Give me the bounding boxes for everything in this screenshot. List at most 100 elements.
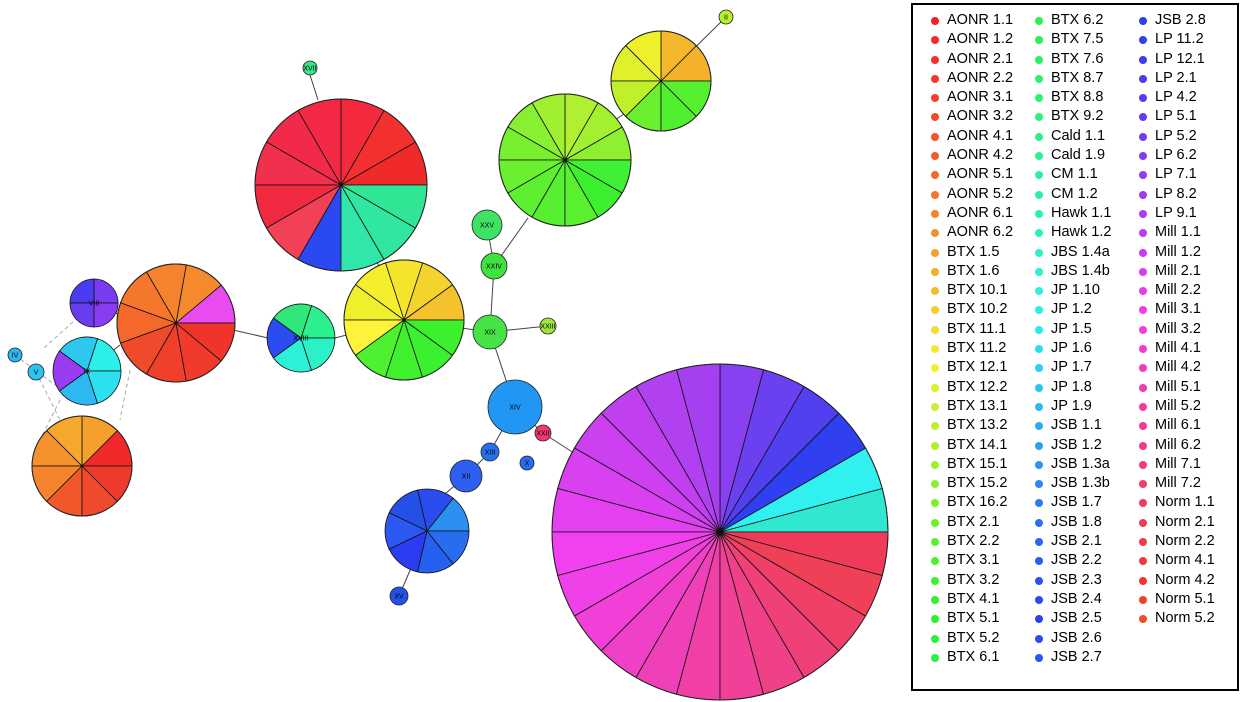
haplotype-node-xxiv: XXIV — [480, 252, 508, 280]
legend-label: AONR 2.2 — [947, 69, 1014, 86]
legend-label: BTX 12.2 — [947, 378, 1008, 395]
legend-label: JP 1.6 — [1051, 340, 1092, 357]
legend-swatch — [1035, 190, 1043, 199]
legend-swatch — [1139, 615, 1147, 624]
legend-label: JSB 1.3a — [1051, 455, 1110, 472]
legend-swatch — [1139, 595, 1147, 604]
legend-swatch — [1139, 248, 1147, 257]
legend-swatch — [1035, 132, 1043, 141]
legend-swatch — [1139, 152, 1147, 161]
legend-swatch — [931, 499, 939, 508]
legend-label: BTX 16.2 — [947, 494, 1008, 511]
node-label: XXIV — [486, 264, 502, 271]
legend-label: BTX 8.7 — [1051, 69, 1104, 86]
pie-slice — [93, 278, 119, 304]
pie-slice — [58, 336, 99, 372]
legend-swatch — [1139, 74, 1147, 83]
node-label: XVII — [303, 66, 316, 73]
legend-label: BTX 6.2 — [1051, 12, 1104, 28]
legend-label: Norm 1.1 — [1155, 494, 1215, 511]
legend-label: LP 5.1 — [1155, 108, 1197, 125]
legend-label: AONR 5.2 — [947, 185, 1014, 202]
legend-label: BTX 2.2 — [947, 533, 1000, 550]
network-edge-dashed — [35, 371, 61, 421]
legend-swatch — [1139, 17, 1147, 25]
legend-swatch — [1035, 557, 1043, 566]
node-label: IX — [84, 369, 91, 376]
legend-swatch — [1139, 229, 1147, 238]
legend-swatch — [1139, 557, 1147, 566]
legend-label: AONR 1.2 — [947, 31, 1014, 48]
legend-label: JSB 1.3b — [1051, 475, 1110, 492]
legend-swatch — [1139, 538, 1147, 547]
legend-label: JP 1.7 — [1051, 359, 1092, 376]
legend-label: BTX 9.2 — [1051, 108, 1104, 125]
legend-swatch — [1035, 94, 1043, 103]
legend-label: Hawk 1.1 — [1051, 204, 1112, 221]
legend-swatch — [931, 287, 939, 296]
legend-label: Hawk 1.2 — [1051, 224, 1112, 241]
legend-swatch — [1139, 190, 1147, 199]
legend-swatch — [931, 557, 939, 566]
pie-slice — [426, 530, 470, 565]
legend-label: LP 2.1 — [1155, 69, 1197, 86]
legend-label: BTX 7.5 — [1051, 31, 1104, 48]
legend-label: JSB 2.3 — [1051, 571, 1102, 588]
node-circle — [539, 317, 557, 335]
legend-swatch — [931, 17, 939, 25]
legend-label: BTX 7.6 — [1051, 50, 1104, 67]
legend-swatch — [931, 113, 939, 122]
legend-swatch — [931, 325, 939, 334]
node-circle — [487, 379, 543, 435]
legend-swatch — [931, 364, 939, 373]
legend-label: JP 1.5 — [1051, 320, 1092, 337]
legend-label: BTX 15.1 — [947, 455, 1008, 472]
legend-label: Mill 1.2 — [1155, 243, 1201, 260]
legend-label: LP 12.1 — [1155, 50, 1205, 67]
legend-swatch — [1035, 653, 1043, 662]
legend-label: JP 1.8 — [1051, 378, 1092, 395]
node-label: XXII — [536, 431, 549, 438]
legend-label: BTX 4.1 — [947, 590, 1000, 607]
legend-swatch — [1035, 615, 1043, 624]
legend-swatch — [1035, 422, 1043, 431]
legend-swatch — [931, 190, 939, 199]
legend-swatch — [1035, 209, 1043, 218]
legend-label: Mill 3.2 — [1155, 320, 1201, 337]
pie-slice — [266, 317, 302, 359]
legend-label: Mill 7.2 — [1155, 475, 1201, 492]
pie-slice — [93, 302, 119, 328]
legend-label: Mill 7.1 — [1155, 455, 1201, 472]
legend-label: JSB 2.4 — [1051, 590, 1102, 607]
legend-label: BTX 15.2 — [947, 475, 1008, 492]
legend-label: JSB 2.6 — [1051, 629, 1102, 646]
legend-label: LP 5.2 — [1155, 127, 1197, 144]
legend-label: BTX 11.1 — [947, 320, 1007, 337]
legend-swatch — [931, 267, 939, 276]
legend-label: BTX 10.1 — [947, 282, 1008, 299]
legend-swatch — [1139, 132, 1147, 141]
legend-label: BTX 8.8 — [1051, 89, 1104, 106]
legend-label: AONR 3.1 — [947, 89, 1014, 106]
legend-swatch — [1035, 480, 1043, 489]
node-circle — [480, 252, 508, 280]
node-label: XIII — [485, 450, 496, 457]
legend-swatch — [1139, 383, 1147, 392]
legend-label: JP 1.2 — [1051, 301, 1092, 318]
legend-swatch — [1139, 480, 1147, 489]
pie-outline — [254, 98, 428, 272]
legend-swatch — [931, 634, 939, 643]
legend-label: AONR 2.1 — [947, 50, 1014, 67]
legend-label: BTX 5.1 — [947, 610, 1000, 627]
node-circle — [718, 9, 734, 25]
legend-swatch — [931, 402, 939, 411]
legend-swatch — [1139, 499, 1147, 508]
legend-label: BTX 12.1 — [947, 359, 1008, 376]
legend-swatch — [931, 229, 939, 238]
network-edge-dashed — [43, 302, 95, 349]
legend-swatch — [931, 132, 939, 141]
legend-label: LP 11.2 — [1155, 31, 1204, 48]
network-edge-dashed — [119, 369, 131, 421]
legend-label: JSB 2.8 — [1155, 12, 1206, 28]
node-label: XII — [462, 474, 471, 481]
